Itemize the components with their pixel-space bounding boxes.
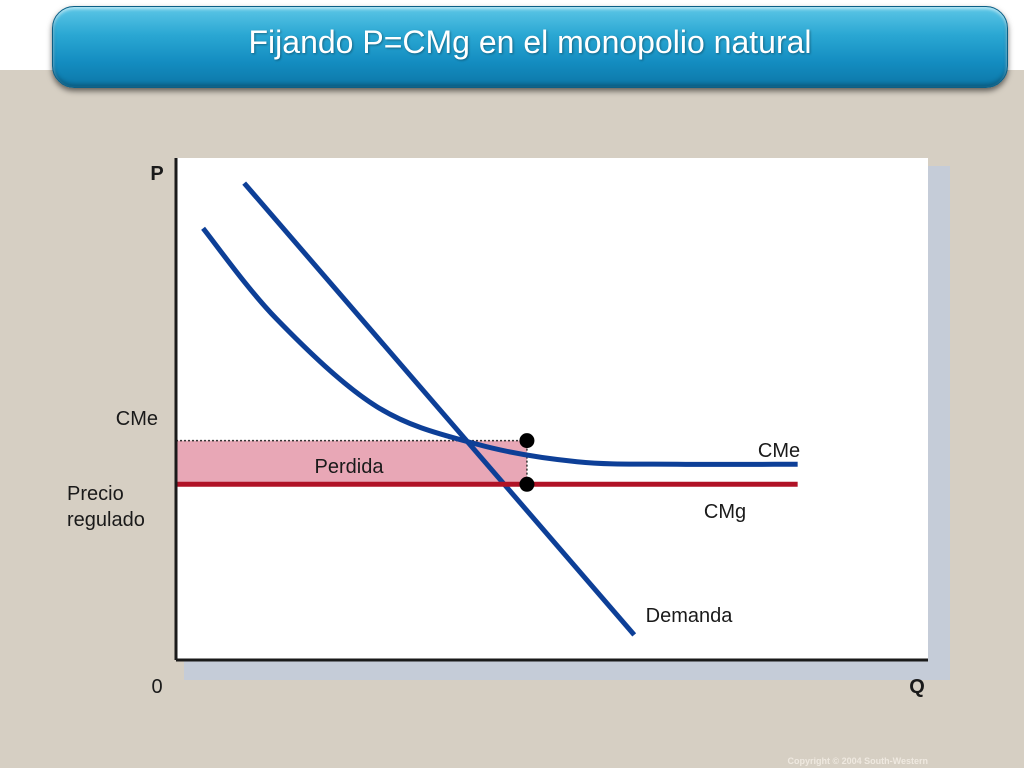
y-axis-label: P — [150, 163, 163, 185]
title-bar: Fijando P=CMg en el monopolio natural — [52, 6, 1008, 88]
y-tick-label-price-line1: Precio — [67, 483, 124, 505]
ac-point — [519, 433, 535, 449]
loss-area — [176, 440, 527, 485]
demand-curve — [242, 181, 637, 637]
origin-label: 0 — [151, 676, 162, 698]
plot-area — [176, 158, 928, 660]
chart-marks — [176, 181, 798, 637]
demand-curve-label: Demanda — [646, 605, 734, 627]
regulated-price-point — [519, 476, 535, 492]
ac-curve-label: CMe — [758, 440, 800, 462]
x-axis-label: Q — [909, 676, 925, 698]
slide-title: Fijando P=CMg en el monopolio natural — [248, 23, 812, 60]
y-tick-label-ac: CMe — [116, 408, 158, 430]
loss-area-label: Perdida — [315, 456, 385, 478]
ac-curve — [201, 226, 798, 467]
copyright-text: Copyright © 2004 South-Western — [787, 756, 928, 766]
y-tick-label-price-line2: regulado — [67, 509, 145, 531]
mc-line-label: CMg — [704, 501, 746, 523]
